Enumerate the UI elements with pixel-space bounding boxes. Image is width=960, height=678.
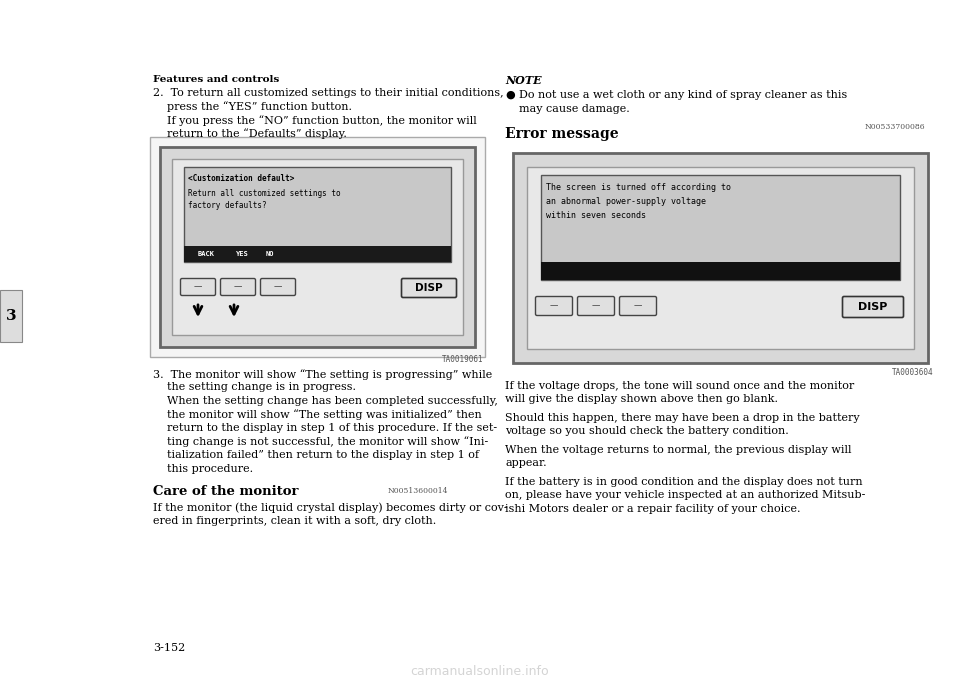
Bar [150,137,485,357]
Text: If the monitor (the liquid crystal display) becomes dirty or cov-: If the monitor (the liquid crystal displ… [153,502,508,513]
Text: NOTE: NOTE [505,75,541,86]
Bar [0,290,22,342]
Text: When the setting change has been completed successfully,: When the setting change has been complet… [153,396,498,406]
Text: on, please have your vehicle inspected at an authorized Mitsub-: on, please have your vehicle inspected a… [505,490,865,500]
Text: <Customization default>: <Customization default> [188,174,295,183]
Text: within seven seconds: within seven seconds [546,211,646,220]
Text: appear.: appear. [505,458,546,468]
Bar [184,167,451,262]
Text: 3-152: 3-152 [153,643,185,653]
Text: —: — [591,302,600,311]
Text: the monitor will show “The setting was initialized” then: the monitor will show “The setting was i… [153,410,482,420]
Bar [513,153,928,363]
Bar [527,167,914,349]
FancyBboxPatch shape [843,296,903,317]
Text: N00513600014: N00513600014 [388,487,448,495]
Text: return to the display in step 1 of this procedure. If the set-: return to the display in step 1 of this … [153,423,497,433]
Text: BACK: BACK [198,251,215,257]
Text: DISP: DISP [415,283,443,293]
Text: The screen is turned off according to: The screen is turned off according to [546,183,731,192]
Text: —: — [274,283,282,292]
Text: this procedure.: this procedure. [153,464,253,473]
Text: press the “YES” function button.: press the “YES” function button. [153,102,352,113]
Text: ●: ● [505,90,515,100]
FancyBboxPatch shape [536,296,572,315]
Text: When the voltage returns to normal, the previous display will: When the voltage returns to normal, the … [505,445,852,455]
Text: YES: YES [236,251,249,257]
Bar [160,147,475,347]
Text: Should this happen, there may have been a drop in the battery: Should this happen, there may have been … [505,413,859,423]
Text: NO: NO [266,251,275,257]
Text: N00533700086: N00533700086 [864,123,925,131]
Text: ered in fingerprints, clean it with a soft, dry cloth.: ered in fingerprints, clean it with a so… [153,515,436,525]
Bar [541,175,900,280]
Text: TA0003604: TA0003604 [892,368,933,377]
Text: If the voltage drops, the tone will sound once and the monitor: If the voltage drops, the tone will soun… [505,381,854,391]
Text: Return all customized settings to: Return all customized settings to [188,189,341,198]
Text: ishi Motors dealer or a repair facility of your choice.: ishi Motors dealer or a repair facility … [505,504,801,514]
Text: ting change is not successful, the monitor will show “Ini-: ting change is not successful, the monit… [153,437,489,447]
Text: Care of the monitor: Care of the monitor [153,485,299,498]
Text: 3: 3 [6,309,16,323]
Text: —: — [234,283,242,292]
Bar [184,246,451,262]
Text: —: — [634,302,642,311]
FancyBboxPatch shape [401,279,457,298]
FancyBboxPatch shape [619,296,657,315]
Text: factory defaults?: factory defaults? [188,201,267,210]
FancyBboxPatch shape [180,279,215,296]
FancyBboxPatch shape [578,296,614,315]
FancyBboxPatch shape [260,279,296,296]
Text: carmanualsonline.info: carmanualsonline.info [411,665,549,678]
Text: TA0019061: TA0019061 [442,355,483,364]
Text: will give the display shown above then go blank.: will give the display shown above then g… [505,395,778,405]
Text: an abnormal power-supply voltage: an abnormal power-supply voltage [546,197,706,206]
Text: If the battery is in good condition and the display does not turn: If the battery is in good condition and … [505,477,863,487]
Text: Error message: Error message [505,127,618,141]
Bar [172,159,463,335]
Text: return to the “Defaults” display.: return to the “Defaults” display. [153,129,347,139]
Text: —: — [550,302,558,311]
Text: 2.  To return all customized settings to their initial conditions,: 2. To return all customized settings to … [153,88,504,98]
Text: —: — [194,283,203,292]
Text: may cause damage.: may cause damage. [519,104,630,113]
Text: the setting change is in progress.: the setting change is in progress. [153,382,356,393]
Text: DISP: DISP [858,302,888,312]
Text: voltage so you should check the battery condition.: voltage so you should check the battery … [505,426,789,437]
FancyBboxPatch shape [221,279,255,296]
Text: Features and controls: Features and controls [153,75,279,84]
Bar [541,262,900,280]
Text: If you press the “NO” function button, the monitor will: If you press the “NO” function button, t… [153,115,477,126]
Text: tialization failed” then return to the display in step 1 of: tialization failed” then return to the d… [153,450,479,460]
Text: 3.  The monitor will show “The setting is progressing” while: 3. The monitor will show “The setting is… [153,369,492,380]
Text: Do not use a wet cloth or any kind of spray cleaner as this: Do not use a wet cloth or any kind of sp… [519,90,848,100]
